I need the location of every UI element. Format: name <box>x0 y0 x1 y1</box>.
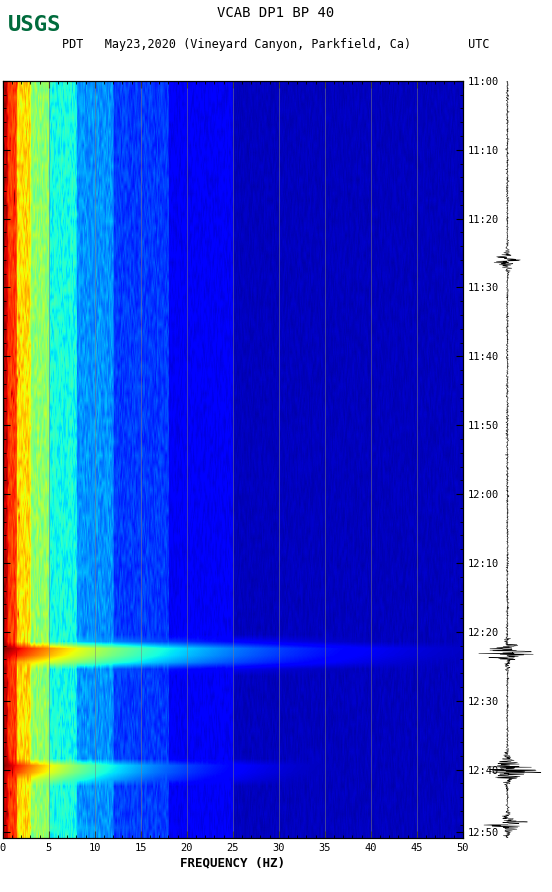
X-axis label: FREQUENCY (HZ): FREQUENCY (HZ) <box>181 856 285 869</box>
Text: USGS: USGS <box>8 15 62 36</box>
Text: PDT   May23,2020 (Vineyard Canyon, Parkfield, Ca)        UTC: PDT May23,2020 (Vineyard Canyon, Parkfie… <box>62 37 490 51</box>
Text: VCAB DP1 BP 40: VCAB DP1 BP 40 <box>217 5 335 20</box>
